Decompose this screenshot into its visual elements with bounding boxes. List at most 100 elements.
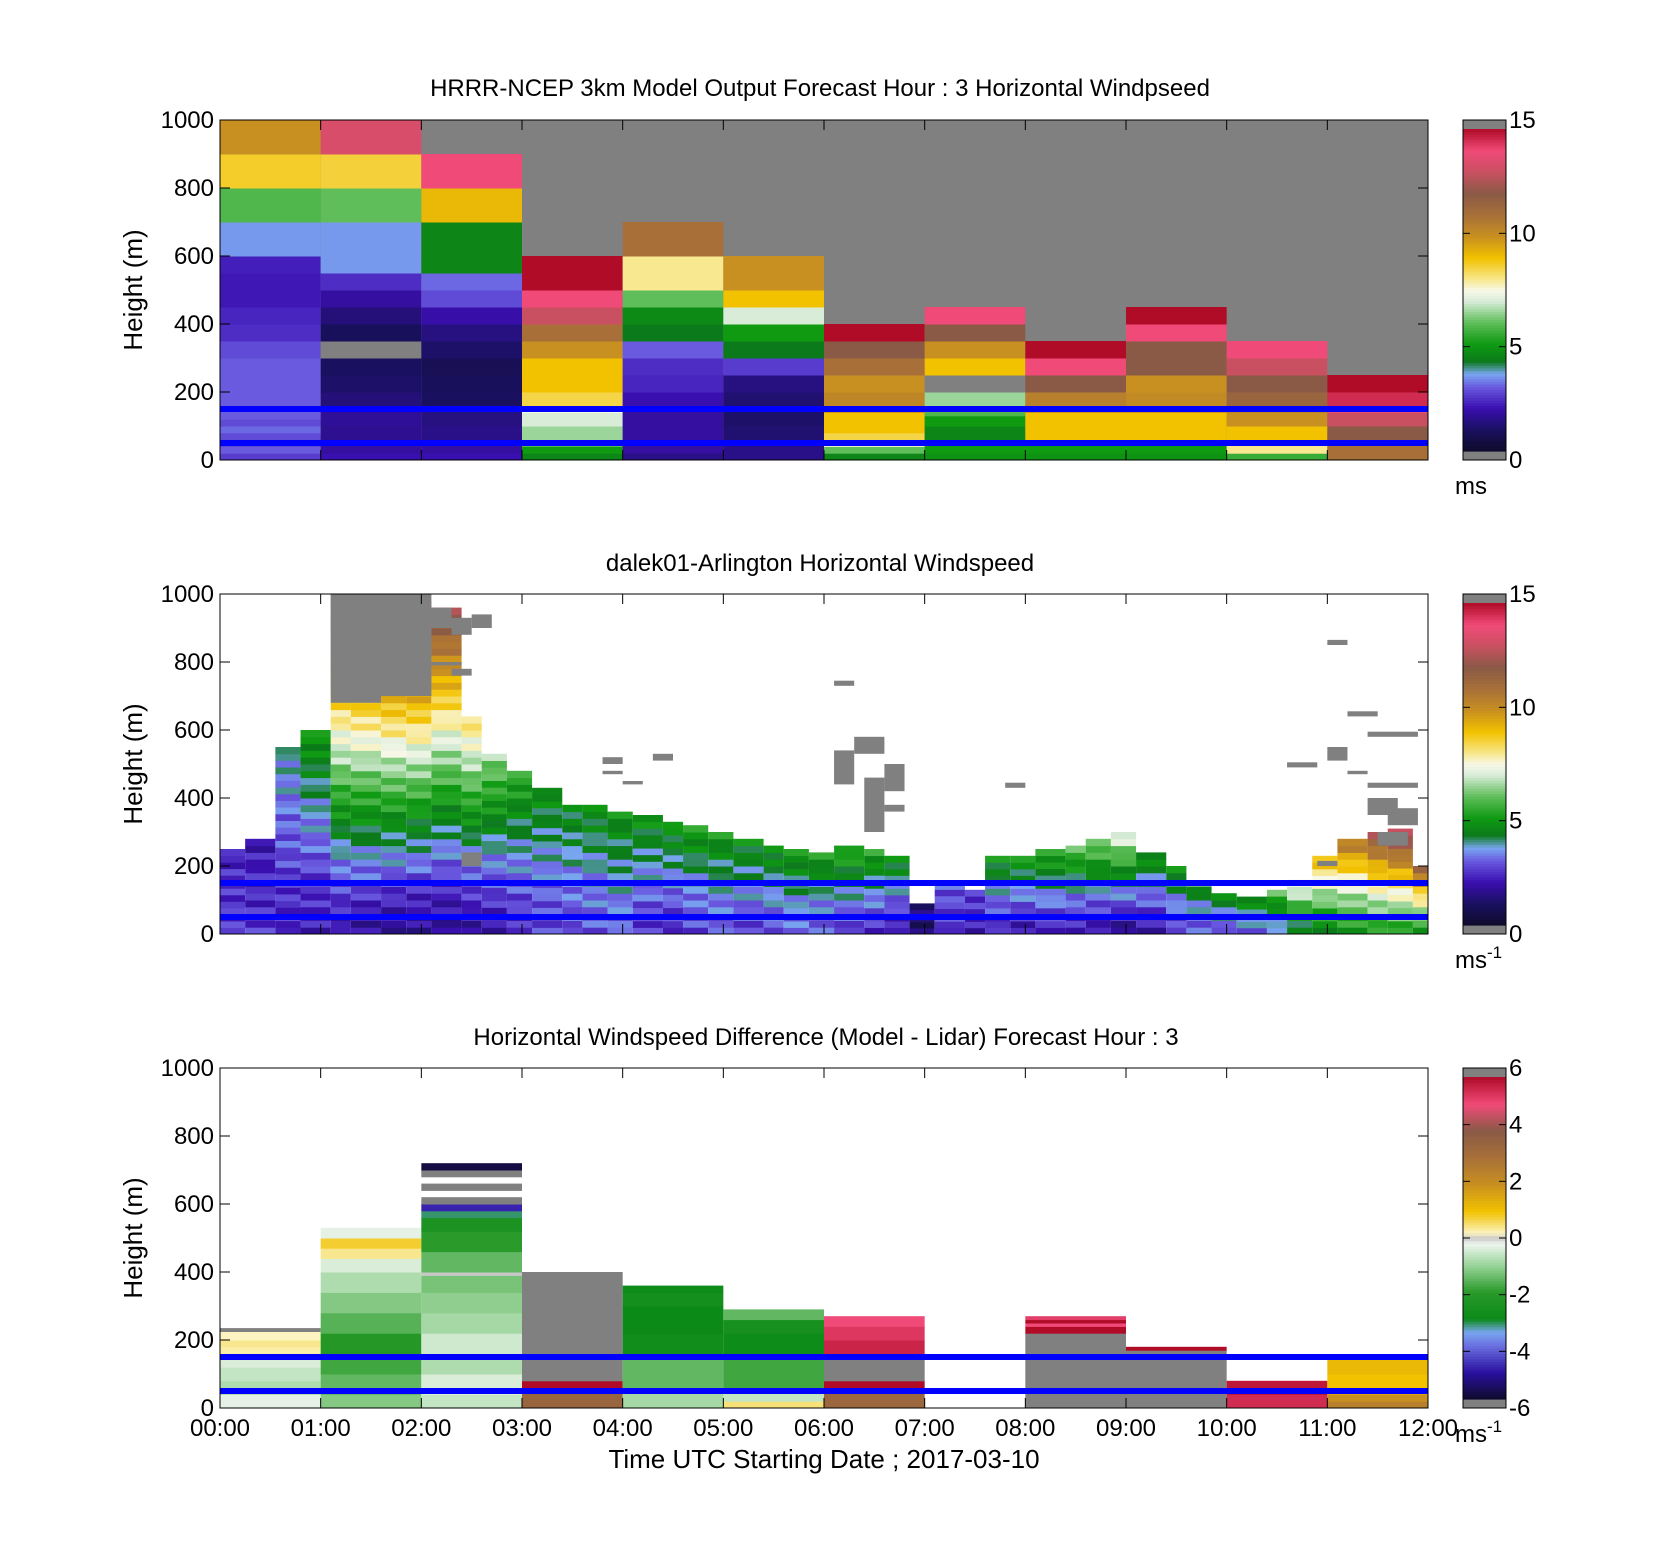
colorbar-swatch <box>1463 1221 1506 1226</box>
heatmap-cell <box>461 845 482 853</box>
heatmap-cell <box>834 920 865 928</box>
heatmap-cell <box>1367 893 1388 901</box>
heatmap-cell <box>964 921 986 929</box>
heatmap-cell <box>350 872 382 881</box>
x-tick-label: 09:00 <box>1096 1415 1156 1442</box>
heatmap-cell <box>481 787 507 795</box>
heatmap-cell <box>506 798 533 806</box>
heatmap-cell <box>1035 907 1066 915</box>
heatmap-cell <box>622 426 724 441</box>
colorbar-swatch <box>1463 445 1506 449</box>
heatmap-cell <box>350 866 382 874</box>
heatmap-cell <box>300 900 331 908</box>
heatmap-cell <box>1367 906 1388 915</box>
heatmap-cell <box>1085 920 1111 928</box>
y-tick-label: 1000 <box>161 1055 214 1082</box>
heatmap-cell <box>562 811 583 819</box>
colorbar-swatch <box>1463 1251 1506 1255</box>
colorbar-over <box>1463 594 1506 603</box>
heatmap-cell <box>662 861 684 869</box>
heatmap-cell <box>350 757 382 765</box>
colorbar-swatch <box>1463 844 1506 848</box>
heatmap-cell <box>421 1333 522 1355</box>
heatmap-cell <box>708 927 734 935</box>
heatmap-cell <box>824 1316 925 1327</box>
colorbar-swatch <box>1463 263 1506 267</box>
heatmap-cell <box>909 927 935 935</box>
colorbar-swatch <box>1463 1232 1506 1236</box>
colorbar-swatch <box>1463 155 1506 160</box>
heatmap-cell <box>532 787 563 795</box>
heatmap-cell <box>381 750 407 758</box>
heatmap-cell <box>406 764 432 772</box>
heatmap-cell <box>1412 906 1428 915</box>
heatmap-cell <box>934 902 965 909</box>
heatmap-cell <box>909 921 935 929</box>
colorbar-swatch <box>1463 648 1506 652</box>
heatmap-cell <box>220 894 246 902</box>
heatmap-cell <box>330 750 351 758</box>
heatmap-cell <box>1387 861 1413 869</box>
colorbar-swatch <box>1463 1119 1506 1124</box>
colorbar-swatch <box>1463 1087 1506 1092</box>
colorbar-swatch <box>1463 1264 1506 1269</box>
colorbar-swatch <box>1463 1203 1506 1207</box>
heatmap-cell <box>330 743 351 751</box>
heatmap-cell <box>522 412 623 427</box>
colorbar-swatch <box>1463 865 1506 870</box>
heatmap-cell <box>481 827 507 835</box>
heatmap-cell <box>824 446 925 454</box>
heatmap-cell <box>245 906 276 915</box>
colorbar-swatch <box>1463 241 1506 245</box>
heatmap-cell <box>1337 866 1368 874</box>
heatmap-cell <box>708 920 734 928</box>
heatmap-cell <box>275 893 301 902</box>
heatmap-cell <box>1327 375 1428 393</box>
heatmap-cell <box>506 845 533 853</box>
heatmap-cell <box>824 453 925 461</box>
heatmap-cell <box>632 867 663 875</box>
colorbar-swatch <box>1463 1283 1506 1287</box>
heatmap-cell-nodata <box>461 852 482 866</box>
colorbar-swatch <box>1463 410 1506 415</box>
heatmap-cell <box>582 927 608 935</box>
heatmap-cell <box>985 927 1011 935</box>
colorbar-swatch <box>1463 424 1506 428</box>
heatmap-cell <box>461 838 482 847</box>
heatmap-cell <box>1337 893 1368 901</box>
colorbar-swatch <box>1463 166 1506 170</box>
colorbar-swatch <box>1463 1235 1506 1239</box>
heatmap-cell <box>461 825 482 833</box>
heatmap-cell <box>506 852 533 860</box>
colorbar-swatch <box>1463 1111 1506 1116</box>
heatmap-cell <box>708 852 734 860</box>
heatmap-cell <box>320 154 422 189</box>
heatmap-cell <box>723 324 824 342</box>
heatmap-cell <box>662 821 684 829</box>
heatmap-cell <box>481 793 507 802</box>
heatmap-cell <box>381 811 407 819</box>
heatmap-cell <box>431 900 462 908</box>
heatmap-cell <box>1110 920 1137 928</box>
colorbar-swatch <box>1463 426 1506 431</box>
colorbar-swatch <box>1463 852 1506 856</box>
heatmap-cell <box>506 872 533 881</box>
heatmap-cell <box>582 900 608 908</box>
colorbar-swatch <box>1463 1093 1506 1097</box>
heatmap-cell <box>632 854 663 862</box>
heatmap-cell <box>1110 893 1137 901</box>
heatmap-cell <box>1025 375 1126 393</box>
heatmap-cell <box>406 866 432 874</box>
heatmap-cell <box>406 736 432 745</box>
colorbar-swatch <box>1463 287 1506 291</box>
heatmap-cell <box>421 409 522 427</box>
heatmap-cell <box>562 818 583 826</box>
colorbar: 0 5 10 15 ms-1 <box>1455 581 1536 974</box>
heatmap-cell <box>421 290 522 308</box>
colorbar-swatch <box>1463 1157 1506 1161</box>
heatmap-cell <box>220 907 246 915</box>
heatmap-cell <box>506 900 533 908</box>
heatmap-cell <box>220 920 246 928</box>
heatmap-cell <box>300 866 331 874</box>
heatmap-cell <box>431 634 462 643</box>
